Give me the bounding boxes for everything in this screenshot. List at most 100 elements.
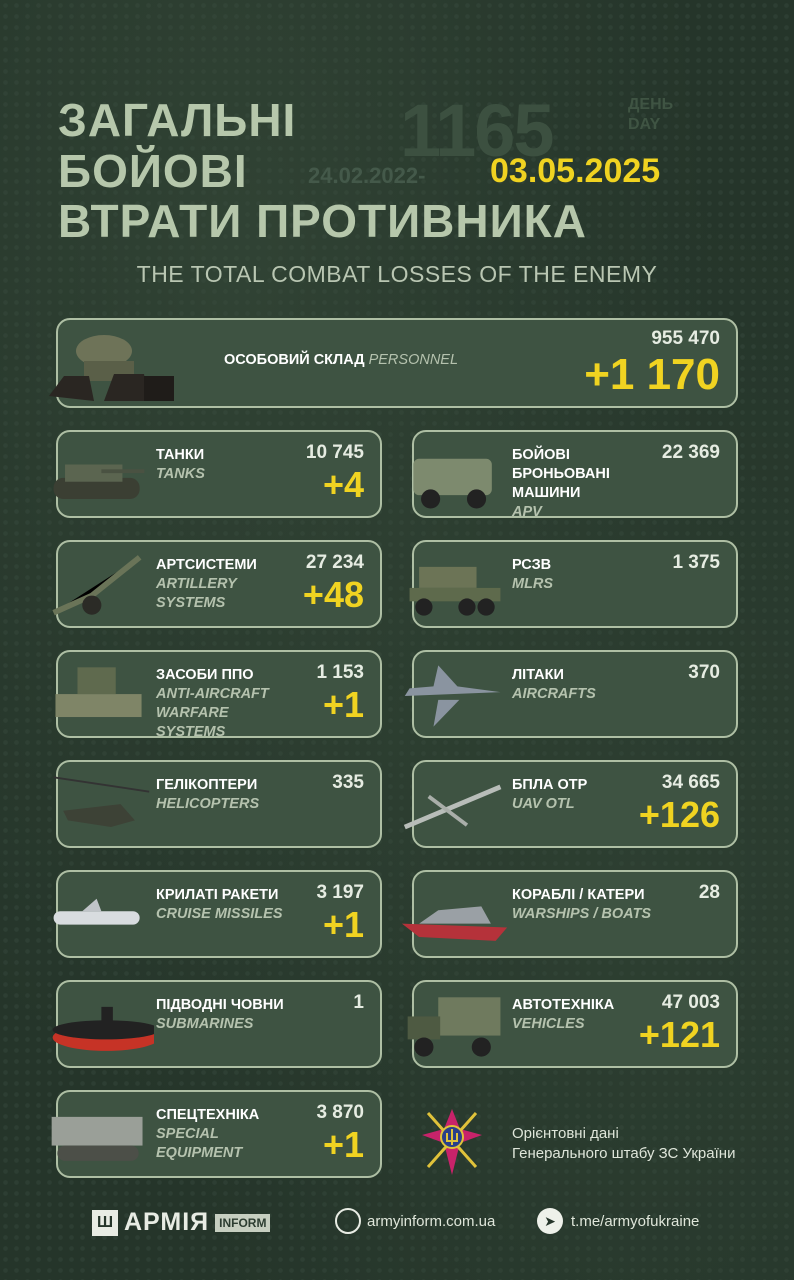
date-range-start: 24.02.2022- [308,163,426,188]
card-truck: АВТОТЕХНІКА VEHICLES 47 003 +121 [407,980,738,1068]
card-personnel: ОСОБОВИЙ СКЛАД PERSONNEL 955 470 +1 170 [49,318,738,408]
card-label: ГЕЛІКОПТЕРИ [156,777,258,793]
card-total: 335 [332,772,364,793]
trident-shield-icon: Ш [92,1209,118,1236]
card-total: 1 153 [316,662,364,683]
card-label-en: TANKS [156,466,205,482]
card-delta: +121 [638,1014,720,1055]
card-label-en: AIRCRAFTS [512,686,596,702]
title-line-2: БОЙОВІ [58,145,248,197]
card-label-en: ARTILLERY SYSTEMS [156,576,237,611]
card-delta: +126 [638,794,720,835]
source-line-1: Орієнтовні дані [512,1125,619,1142]
card-delta: +1 [322,684,364,725]
card-label-en: MLRS [512,576,554,592]
aircraft-icon [404,665,501,727]
card-total: 27 234 [305,552,364,573]
card-delta: +1 [322,904,364,945]
card-label: РСЗВ [512,557,552,573]
card-delta: +48 [302,574,364,615]
card-label: КРИЛАТІ РАКЕТИ [156,887,279,903]
special-equipment-icon [51,1116,143,1161]
personnel-label-en: PERSONNEL [368,352,459,368]
card-artillery: АРТСИСТЕМИ ARTILLERY SYSTEMS 27 234 +48 [52,540,382,628]
artillery-icon [52,555,142,616]
report-date: 03.05.2025 [490,152,661,190]
card-label: ПІДВОДНІ ЧОВНИ [156,997,284,1013]
personnel-label: ОСОБОВИЙ СКЛАД [224,352,365,368]
card-label: ЗАСОБИ ППО [156,667,254,683]
submarine-icon [52,1006,154,1051]
card-label-block: БОЙОВІ БРОНЬОВАНІ МАШИНИ APV [512,446,652,522]
card-label-block: РСЗВ MLRS [512,556,652,594]
card-label-block: ТАНКИ TANKS [156,446,296,484]
general-staff-emblem-icon [422,1109,482,1175]
title-line-1: ЗАГАЛЬНІ [58,94,297,146]
card-label: АРТСИСТЕМИ [156,557,257,573]
brand-tag: INFORM [215,1213,271,1232]
card-total: 22 369 [661,442,720,463]
card-total: 3 197 [316,882,364,903]
card-delta: +1 [322,1124,364,1165]
card-mlrs: РСЗВ MLRS 1 375 [409,540,738,628]
card-label: КОРАБЛІ / КАТЕРИ [512,887,645,903]
card-total: 10 745 [305,442,364,463]
truck-icon [407,997,501,1057]
card-label: БОЙОВІ БРОНЬОВАНІ МАШИНИ [512,447,610,501]
card-label: ЛІТАКИ [512,667,564,683]
missile-icon [53,898,140,925]
card-drone: БПЛА ОТР UAV OTL 34 665 +126 [403,760,738,848]
card-total: 370 [688,662,720,683]
telegram-text: t.me/armyofukraine [571,1212,700,1230]
mlrs-icon [409,566,501,616]
armored-vehicle-icon [413,458,492,509]
card-tank: ТАНКИ TANKS 10 745 +4 [53,430,382,518]
day-label-en: DAY [628,116,661,133]
website-link[interactable]: armyinform.com.ua [335,1208,495,1234]
card-label-en: HELICOPTERS [156,796,260,812]
card-label-block: ГЕЛІКОПТЕРИ HELICOPTERS [156,776,296,814]
telegram-link[interactable]: ➤ t.me/armyofukraine [537,1208,699,1234]
card-total: 47 003 [661,992,720,1013]
soldier-boots-icon [49,335,174,401]
card-label-block: АРТСИСТЕМИ ARTILLERY SYSTEMS [156,556,296,613]
website-text: armyinform.com.ua [367,1212,496,1230]
card-label: СПЕЦТЕХНІКА [156,1107,260,1123]
card-label-block: БПЛА ОТР UAV OTL [512,776,652,814]
card-submarine: ПІДВОДНІ ЧОВНИ SUBMARINES 1 [52,980,382,1068]
telegram-icon: ➤ [537,1208,563,1234]
day-label-ua: ДЕНЬ [628,96,674,113]
card-helicopter: ГЕЛІКОПТЕРИ HELICOPTERS 335 [53,760,382,848]
card-total: 28 [698,882,720,903]
card-total: 1 [353,992,364,1013]
card-total: 1 375 [672,552,720,573]
card-anti-aircraft: ЗАСОБИ ППО ANTI-AIRCRAFT WARFARE SYSTEMS … [55,650,382,740]
card-label-en: VEHICLES [512,1016,585,1032]
card-label-block: ЛІТАКИ AIRCRAFTS [512,666,652,704]
card-label-en: WARSHIPS / BOATS [512,906,652,922]
warship-icon [401,906,508,941]
card-label-block: КРИЛАТІ РАКЕТИ CRUISE MISSILES [156,886,296,924]
card-label-en: APV [512,504,542,520]
card-label-block: КОРАБЛІ / КАТЕРИ WARSHIPS / BOATS [512,886,652,924]
card-label: БПЛА ОТР [512,777,588,793]
card-warship: КОРАБЛІ / КАТЕРИ WARSHIPS / BOATS 28 [401,870,738,958]
card-total: 3 870 [316,1102,364,1123]
card-label-en: CRUISE MISSILES [156,906,283,922]
card-label-en: SUBMARINES [156,1016,254,1032]
card-label-block: СПЕЦТЕХНІКА SPECIAL EQUIPMENT [156,1106,296,1163]
card-delta: +4 [322,464,364,505]
globe-icon [335,1208,361,1234]
personnel-total: 955 470 [651,328,720,349]
subtitle: THE TOTAL COMBAT LOSSES OF THE ENEMY [136,261,658,287]
personnel-delta: +1 170 [584,350,720,399]
card-special-equipment: СПЕЦТЕХНІКА SPECIAL EQUIPMENT 3 870 +1 [51,1090,382,1178]
brand-name: АРМІЯ [124,1208,210,1236]
day-number: 1165 [400,89,555,172]
title-line-3: ВТРАТИ ПРОТИВНИКА [58,195,587,247]
armyinform-logo[interactable]: Ш АРМІЯ INFORM [92,1208,271,1237]
helicopter-icon [53,776,150,828]
source-line-2: Генерального штабу ЗС України [512,1145,736,1162]
card-total: 34 665 [661,772,720,793]
tank-icon [53,464,145,499]
